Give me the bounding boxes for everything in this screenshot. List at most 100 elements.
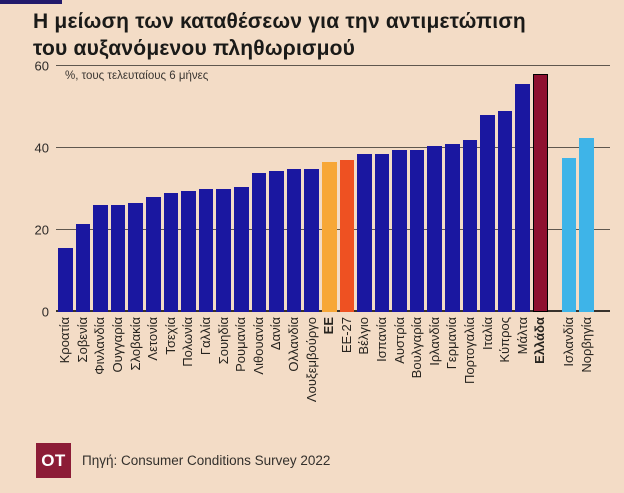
y-tick-label: 40 bbox=[34, 140, 49, 156]
x-axis-label: Σλοβακία bbox=[127, 317, 143, 371]
bar bbox=[445, 143, 460, 312]
bar bbox=[75, 223, 91, 312]
bar bbox=[462, 139, 478, 312]
bar bbox=[357, 154, 372, 312]
footer: OT Πηγή: Consumer Conditions Survey 2022 bbox=[36, 443, 330, 478]
x-axis-label: Βέλγιο bbox=[356, 317, 372, 355]
bar-slot: Δανία bbox=[268, 66, 284, 350]
bar bbox=[339, 160, 355, 312]
bar-slot: Λετονία bbox=[145, 66, 161, 361]
bar bbox=[286, 168, 302, 312]
bars-row: Κροατία Σοβενία Φινλανδία Ουγγαρία Σλοβακία Λ… bbox=[57, 66, 594, 402]
bar bbox=[251, 172, 267, 312]
x-axis-label: Ελλάδα bbox=[532, 317, 548, 364]
x-axis-label: Πορτογαλία bbox=[461, 317, 477, 384]
bar-slot: Λιθουανία bbox=[251, 66, 267, 375]
bar-slot: Γαλλία bbox=[198, 66, 214, 355]
bar-slot: Ιρλανδία bbox=[427, 66, 443, 366]
x-axis-label: Σουηδία bbox=[215, 317, 231, 365]
bar bbox=[110, 205, 126, 312]
x-axis-label: Σοβενία bbox=[74, 317, 90, 363]
x-axis-label: Μάλτα bbox=[514, 317, 530, 355]
bar bbox=[515, 84, 531, 312]
x-axis-label: Φινλανδία bbox=[92, 317, 108, 375]
bar bbox=[304, 168, 319, 312]
bar-slot: Πολωνία bbox=[180, 66, 196, 367]
bar-slot: Ισλανδία bbox=[561, 66, 577, 367]
x-axis-label: Αυστρία bbox=[391, 317, 407, 364]
x-axis-label: Γερμανία bbox=[444, 317, 460, 370]
source-text: Πηγή: Consumer Conditions Survey 2022 bbox=[82, 453, 331, 468]
bar-slot: Κροατία bbox=[57, 66, 73, 363]
bar bbox=[128, 203, 143, 312]
y-tick-label: 0 bbox=[41, 304, 49, 320]
chart-subtitle: %, τους τελευταίους 6 μήνες bbox=[65, 70, 209, 82]
page-title-line1: Η μείωση των καταθέσεων για την αντιμετώ… bbox=[33, 10, 526, 33]
bar-slot: Ουγγαρία bbox=[110, 66, 126, 373]
bar-slot: Σουηδία bbox=[215, 66, 231, 364]
bar bbox=[533, 74, 548, 312]
bar bbox=[321, 162, 337, 312]
x-axis-label: Ρουμανία bbox=[233, 317, 249, 372]
x-axis-label: Ιταλία bbox=[479, 317, 495, 350]
bar bbox=[58, 248, 73, 312]
bar-slot: Τσεχία bbox=[163, 66, 179, 355]
bar-slot: Αυστρία bbox=[391, 66, 407, 364]
bar bbox=[216, 189, 231, 312]
bar-slot: Βουλγαρία bbox=[409, 66, 425, 378]
x-axis-label: Λετονία bbox=[145, 317, 161, 361]
bar bbox=[579, 137, 594, 312]
x-axis-label: Γαλλία bbox=[197, 317, 213, 356]
bar bbox=[269, 170, 284, 312]
bar bbox=[93, 205, 108, 312]
bar-slot: Ρουμανία bbox=[233, 66, 249, 372]
bar-slot: Σλοβακία bbox=[128, 66, 143, 370]
bar bbox=[427, 145, 443, 312]
x-axis-label: Βουλγαρία bbox=[409, 317, 425, 379]
x-axis-label: ΕΕ bbox=[321, 317, 337, 335]
gridline bbox=[56, 147, 610, 148]
x-axis-label: Κύπρος bbox=[496, 317, 512, 363]
x-axis-label: Νορβηγία bbox=[578, 317, 594, 373]
bar-slot: Ολλανδία bbox=[286, 66, 302, 372]
bar-slot: Ιταλία bbox=[479, 66, 495, 350]
bar bbox=[561, 158, 577, 312]
bar-slot: Βέλγιο bbox=[356, 66, 372, 355]
bar bbox=[480, 115, 495, 312]
bar-slot: Γερμανία bbox=[444, 66, 460, 369]
bar-slot: Ελλάδα bbox=[532, 66, 548, 364]
bar bbox=[145, 197, 161, 312]
x-axis-label: ΕΕ-27 bbox=[338, 317, 354, 354]
bar-slot: Ισπανία bbox=[374, 66, 390, 362]
x-axis-label: Ολλανδία bbox=[285, 317, 301, 372]
chart-plot: 0 20 40 60 %, τους τελευταίους 6 μήνες Κροα… bbox=[35, 60, 610, 402]
bar-slot: Λουξεμβούργο bbox=[303, 66, 319, 402]
gridline bbox=[56, 65, 610, 66]
bar bbox=[163, 193, 179, 312]
bar bbox=[198, 189, 214, 312]
bar-slot: ΕΕ bbox=[321, 66, 337, 334]
x-axis-label: Λουξεμβούργο bbox=[303, 317, 319, 403]
bar-slot: Φινλανδία bbox=[92, 66, 108, 375]
page-title-line2: του αυξανόμενου πληθωρισμού bbox=[33, 37, 356, 61]
bar bbox=[374, 154, 390, 312]
x-axis-label: Ουγγαρία bbox=[109, 317, 125, 373]
x-axis-label: Δανία bbox=[268, 317, 284, 351]
y-tick-label: 60 bbox=[34, 58, 49, 74]
y-tick-label: 20 bbox=[34, 222, 49, 238]
bar-slot: Πορτογαλία bbox=[462, 66, 478, 384]
x-axis-label: Πολωνία bbox=[180, 317, 196, 367]
bar bbox=[409, 150, 425, 312]
bar bbox=[392, 150, 407, 312]
bar-slot: Σοβενία bbox=[75, 66, 91, 362]
bar-slot: ΕΕ-27 bbox=[339, 66, 355, 353]
x-axis-label: Τσεχία bbox=[162, 317, 178, 355]
x-axis-label: Ισπανία bbox=[373, 317, 389, 362]
bar-slot: Νορβηγία bbox=[578, 66, 594, 373]
x-axis-label: Ιρλανδία bbox=[426, 317, 442, 366]
bar bbox=[497, 111, 513, 312]
accent-bar bbox=[0, 0, 62, 4]
bar-slot: Κύπρος bbox=[497, 66, 513, 363]
bar-slot: Μάλτα bbox=[515, 66, 531, 354]
